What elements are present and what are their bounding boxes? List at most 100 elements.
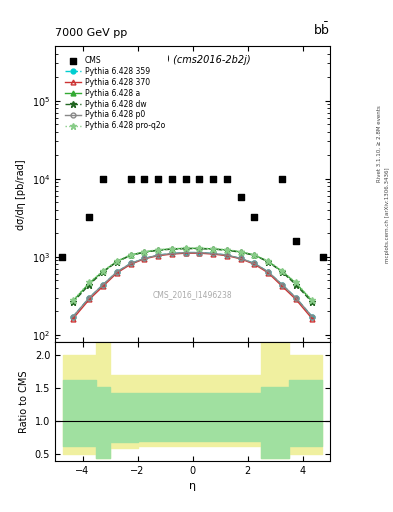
Pythia 6.428 a [310,298,315,304]
CMS [238,193,244,201]
CMS [320,252,327,261]
Pythia 6.428 359 [266,269,271,275]
Pythia 6.428 p0 [101,282,106,288]
Pythia 6.428 pro-q2o [115,258,119,264]
Pythia 6.428 370 [294,296,298,302]
Pythia 6.428 370 [197,250,202,256]
Text: Rivet 3.1.10, ≥ 2.8M events: Rivet 3.1.10, ≥ 2.8M events [377,105,382,182]
Pythia 6.428 pro-q2o [129,252,133,258]
Pythia 6.428 pro-q2o [156,247,161,253]
Pythia 6.428 a [239,249,243,255]
Pythia 6.428 p0 [294,294,298,301]
Pythia 6.428 pro-q2o [310,297,315,304]
Pythia 6.428 370 [115,270,119,276]
Pythia 6.428 359 [211,250,216,257]
Pythia 6.428 p0 [280,282,285,288]
Pythia 6.428 a [266,259,271,265]
Pythia 6.428 p0 [71,314,75,320]
Pythia 6.428 pro-q2o [252,252,257,258]
Pythia 6.428 a [101,268,106,274]
Pythia 6.428 p0 [310,314,315,320]
Text: CMS_2016_I1496238: CMS_2016_I1496238 [153,290,232,300]
Pythia 6.428 359 [239,255,243,262]
Pythia 6.428 a [129,252,133,258]
Pythia 6.428 359 [115,269,119,275]
Pythia 6.428 359 [184,249,188,255]
Y-axis label: Ratio to CMS: Ratio to CMS [19,370,29,433]
Pythia 6.428 pro-q2o [225,247,230,253]
Pythia 6.428 370 [170,251,174,257]
Pythia 6.428 370 [142,255,147,262]
Pythia 6.428 359 [280,282,285,288]
Pythia 6.428 dw [71,300,75,306]
Pythia 6.428 p0 [197,249,202,255]
Pythia 6.428 a [71,298,75,304]
CMS [210,175,217,183]
Pythia 6.428 359 [156,252,161,258]
Pythia 6.428 a [115,259,119,265]
Pythia 6.428 359 [129,261,133,267]
Pythia 6.428 pro-q2o [266,258,271,264]
Text: mcplots.cern.ch [arXiv:1306.3436]: mcplots.cern.ch [arXiv:1306.3436] [385,167,389,263]
Pythia 6.428 a [184,245,188,251]
Pythia 6.428 pro-q2o [71,297,75,304]
Pythia 6.428 p0 [142,255,147,262]
Pythia 6.428 a [87,280,92,286]
X-axis label: η: η [189,481,196,491]
Line: Pythia 6.428 359: Pythia 6.428 359 [70,250,315,319]
Pythia 6.428 pro-q2o [184,245,188,251]
Line: Pythia 6.428 a: Pythia 6.428 a [70,246,315,304]
Pythia 6.428 dw [184,246,188,252]
Pythia 6.428 359 [252,261,257,267]
CMS [155,175,162,183]
Y-axis label: dσ/dη [pb/rad]: dσ/dη [pb/rad] [16,159,26,229]
Pythia 6.428 370 [310,316,315,322]
Pythia 6.428 a [170,246,174,252]
Legend: CMS, Pythia 6.428 359, Pythia 6.428 370, Pythia 6.428 a, Pythia 6.428 dw, Pythia: CMS, Pythia 6.428 359, Pythia 6.428 370,… [62,53,168,134]
Line: Pythia 6.428 dw: Pythia 6.428 dw [70,245,315,306]
CMS [252,213,258,221]
Pythia 6.428 dw [87,282,92,288]
Pythia 6.428 p0 [184,249,188,255]
Pythia 6.428 359 [170,250,174,257]
Pythia 6.428 dw [101,269,106,275]
Text: 7000 GeV pp: 7000 GeV pp [55,28,127,38]
Pythia 6.428 pro-q2o [197,245,202,251]
Pythia 6.428 370 [211,251,216,257]
Pythia 6.428 pro-q2o [170,246,174,252]
CMS [196,175,203,183]
Pythia 6.428 dw [225,247,230,253]
Pythia 6.428 370 [87,296,92,302]
Line: Pythia 6.428 pro-q2o: Pythia 6.428 pro-q2o [70,245,315,304]
CMS [128,175,134,183]
Pythia 6.428 a [280,268,285,274]
Pythia 6.428 370 [101,283,106,289]
Pythia 6.428 p0 [239,255,243,262]
Pythia 6.428 370 [266,270,271,276]
Text: η(b-jet) (cms2016-2b2j): η(b-jet) (cms2016-2b2j) [134,55,251,65]
Pythia 6.428 359 [197,249,202,255]
Pythia 6.428 dw [252,252,257,259]
Pythia 6.428 a [156,247,161,253]
Pythia 6.428 dw [211,246,216,252]
Pythia 6.428 a [142,249,147,255]
Pythia 6.428 dw [266,259,271,265]
Pythia 6.428 359 [142,255,147,262]
Pythia 6.428 370 [225,252,230,259]
Pythia 6.428 370 [184,250,188,256]
Pythia 6.428 dw [142,249,147,255]
Pythia 6.428 p0 [252,261,257,267]
Pythia 6.428 359 [310,314,315,320]
CMS [279,175,285,183]
Pythia 6.428 370 [156,252,161,259]
Pythia 6.428 dw [115,259,119,265]
Pythia 6.428 p0 [211,250,216,257]
Pythia 6.428 359 [225,252,230,258]
Pythia 6.428 dw [170,246,174,252]
Pythia 6.428 359 [101,282,106,288]
Pythia 6.428 p0 [87,294,92,301]
Pythia 6.428 370 [129,261,133,267]
Pythia 6.428 p0 [266,269,271,275]
Text: b$\mathregular{\bar{b}}$: b$\mathregular{\bar{b}}$ [313,22,330,38]
Pythia 6.428 dw [197,246,202,252]
